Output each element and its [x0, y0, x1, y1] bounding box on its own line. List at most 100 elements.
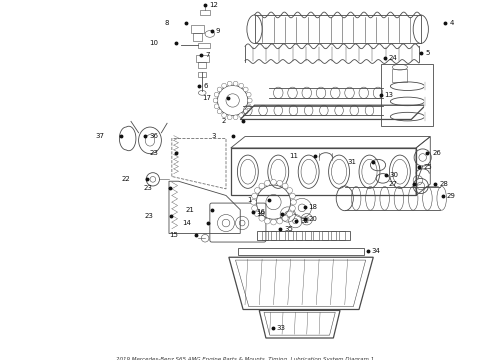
Circle shape	[233, 81, 238, 86]
Bar	[198, 62, 206, 68]
Text: 37: 37	[96, 132, 104, 139]
Bar	[193, 33, 202, 41]
Bar	[191, 26, 204, 33]
Circle shape	[282, 215, 288, 221]
Text: 2019 Mercedes-Benz S65 AMG Engine Parts & Mounts, Timing, Lubrication System Dia: 2019 Mercedes-Benz S65 AMG Engine Parts …	[116, 357, 374, 360]
Circle shape	[247, 98, 252, 103]
Circle shape	[221, 83, 226, 88]
Circle shape	[259, 215, 265, 221]
Circle shape	[282, 183, 288, 189]
Text: 35: 35	[284, 226, 293, 232]
Circle shape	[287, 188, 293, 193]
Text: 21: 21	[186, 207, 195, 213]
Bar	[305, 231, 311, 240]
Bar	[381, 64, 433, 126]
Bar	[279, 231, 285, 240]
Bar	[288, 231, 294, 240]
Circle shape	[265, 218, 270, 224]
Bar	[314, 231, 319, 240]
Circle shape	[290, 206, 295, 211]
Bar	[198, 42, 210, 48]
Circle shape	[221, 113, 226, 118]
Circle shape	[291, 199, 296, 205]
Text: 7: 7	[205, 52, 210, 58]
Bar	[322, 231, 328, 240]
Text: 27: 27	[388, 181, 397, 187]
Text: 36: 36	[149, 132, 158, 139]
Text: 34: 34	[371, 248, 380, 253]
Text: 22: 22	[122, 176, 130, 182]
Text: 19: 19	[256, 211, 265, 217]
Bar	[331, 231, 336, 240]
Text: 3: 3	[211, 132, 216, 139]
Circle shape	[259, 183, 265, 189]
Bar	[196, 55, 209, 62]
Circle shape	[252, 193, 257, 199]
Circle shape	[233, 115, 238, 120]
Circle shape	[246, 104, 251, 109]
Bar	[392, 69, 408, 82]
Text: 28: 28	[440, 181, 449, 187]
Circle shape	[270, 219, 276, 225]
Text: 16: 16	[256, 209, 266, 215]
Text: 14: 14	[182, 220, 191, 226]
Circle shape	[270, 179, 276, 185]
Circle shape	[227, 81, 232, 86]
Text: 20: 20	[309, 216, 318, 222]
Bar	[200, 10, 210, 15]
Circle shape	[277, 180, 283, 186]
Circle shape	[214, 104, 219, 109]
Text: 30: 30	[390, 172, 398, 177]
Text: 6: 6	[203, 83, 208, 89]
Bar	[262, 231, 268, 240]
Circle shape	[214, 92, 219, 97]
Bar	[198, 72, 206, 77]
Circle shape	[277, 218, 283, 224]
Circle shape	[217, 109, 222, 114]
Text: 23: 23	[149, 150, 159, 156]
Text: 4: 4	[449, 19, 454, 26]
Bar	[296, 231, 302, 240]
Text: 10: 10	[149, 40, 159, 45]
Circle shape	[244, 109, 248, 114]
Circle shape	[251, 199, 256, 205]
Circle shape	[254, 188, 260, 193]
Text: 25: 25	[424, 164, 432, 170]
Circle shape	[239, 83, 244, 88]
Text: 24: 24	[389, 55, 397, 61]
Text: 33: 33	[276, 325, 285, 330]
Text: 32: 32	[300, 218, 309, 224]
Bar	[270, 231, 276, 240]
Circle shape	[217, 87, 222, 92]
Circle shape	[246, 92, 251, 97]
Bar	[254, 15, 421, 44]
Circle shape	[252, 206, 257, 211]
Circle shape	[239, 113, 244, 118]
Text: 18: 18	[309, 204, 318, 210]
Text: 5: 5	[425, 50, 430, 56]
Bar	[257, 231, 349, 240]
Circle shape	[254, 211, 260, 217]
Circle shape	[213, 98, 218, 103]
Text: 11: 11	[289, 153, 298, 158]
Text: 17: 17	[202, 95, 211, 100]
Text: 23: 23	[144, 185, 153, 191]
Text: 9: 9	[216, 28, 220, 34]
Text: 13: 13	[385, 92, 393, 98]
Text: 31: 31	[347, 159, 356, 165]
Bar	[238, 248, 364, 255]
Text: 1: 1	[247, 197, 252, 203]
Text: 8: 8	[165, 21, 169, 27]
Circle shape	[244, 87, 248, 92]
Text: 12: 12	[209, 3, 218, 8]
Circle shape	[287, 211, 293, 217]
Circle shape	[290, 193, 295, 199]
Text: 2: 2	[221, 118, 226, 124]
Circle shape	[227, 115, 232, 120]
Text: 29: 29	[446, 193, 455, 199]
Bar	[339, 231, 345, 240]
Text: 26: 26	[432, 150, 441, 156]
Text: 23: 23	[145, 213, 154, 219]
Text: 15: 15	[170, 233, 178, 238]
Circle shape	[265, 180, 270, 186]
